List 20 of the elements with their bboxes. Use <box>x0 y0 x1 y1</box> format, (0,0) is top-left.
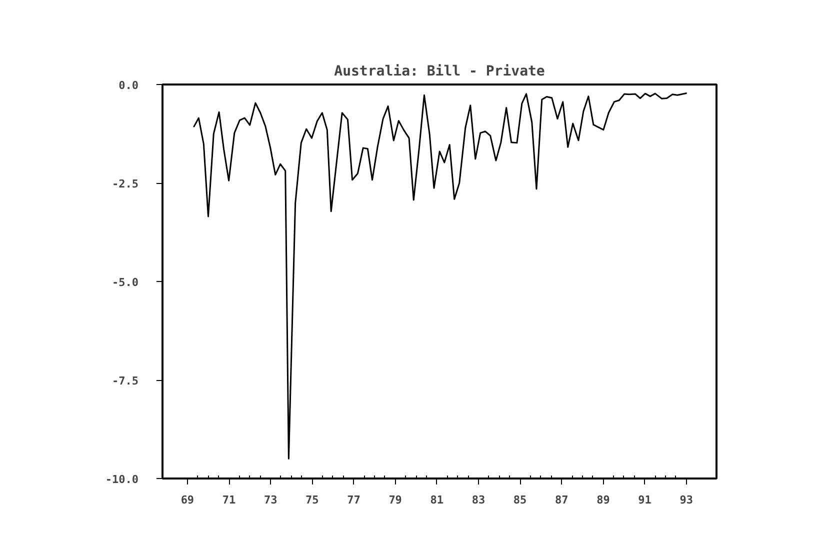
chart-title: Australia: Bill - Private <box>334 64 545 80</box>
y-tick-label: 0.0 <box>118 79 139 92</box>
x-tick-label: 83 <box>472 494 486 506</box>
x-tick-label: 91 <box>638 494 652 506</box>
x-tick-label: 81 <box>430 494 444 506</box>
y-tick-label: -10.0 <box>105 473 139 486</box>
line-series <box>192 92 688 460</box>
x-tick-label: 75 <box>306 494 319 506</box>
y-tick-label: -7.5 <box>112 374 139 388</box>
x-tick-label: 79 <box>388 494 402 506</box>
x-tick-label: 87 <box>555 494 568 506</box>
x-tick-label: 93 <box>680 494 693 506</box>
y-tick-label: -5.0 <box>112 276 139 289</box>
x-tick-label: 77 <box>347 494 360 506</box>
x-tick-label: 73 <box>264 494 278 506</box>
y-tick-label: -2.5 <box>112 178 139 190</box>
x-tick-label: 85 <box>513 494 527 506</box>
x-tick-label: 71 <box>222 494 236 506</box>
x-tick-label: 69 <box>180 494 194 506</box>
x-tick-label: 89 <box>596 494 610 506</box>
